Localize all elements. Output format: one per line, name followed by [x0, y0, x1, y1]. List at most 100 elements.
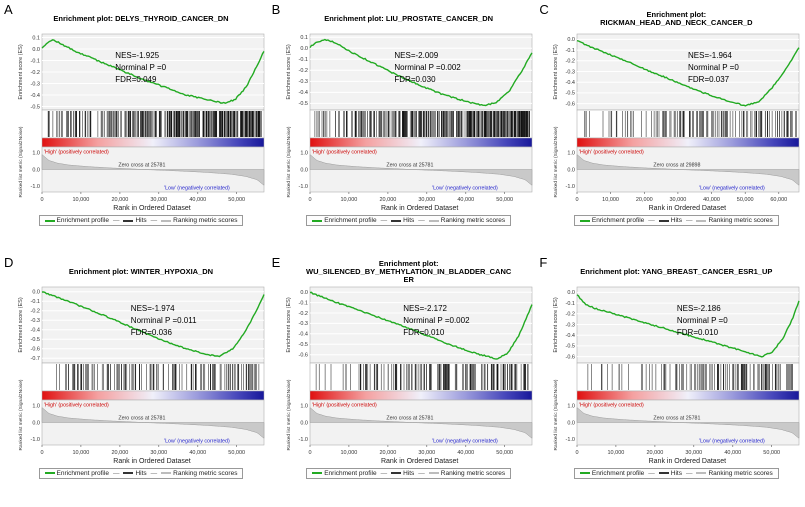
legend-line-sample: [312, 472, 323, 474]
legend-item: Ranking metric scores: [696, 217, 773, 224]
plot-container: Enrichment plot: WINTER_HYPOXIA_DN 0.0 -0.…: [15, 259, 267, 479]
rank-tick-label: 1.0: [300, 151, 308, 157]
legend-line-sample: [428, 472, 439, 474]
es-tick-label: -0.5: [31, 337, 40, 343]
rank-metric-curve: [309, 406, 532, 439]
legend-line-sample: [44, 219, 55, 222]
plot-title: Enrichment plot: WINTER_HYPOXIA_DN: [15, 259, 267, 285]
x-tick-label: 20,000: [647, 450, 664, 456]
legend-separator: —: [648, 469, 655, 477]
panel-letter: D: [4, 254, 14, 270]
legend-item: Hits: [391, 470, 414, 477]
correlation-colorbar: [309, 137, 532, 148]
stat-nes: NES=-2.186: [677, 304, 721, 313]
rank-metric-curve: [577, 153, 800, 186]
rank-metric-axis-label: Ranked list metric (Signal2Noise): [286, 126, 292, 197]
es-tick-label: -0.4: [566, 333, 575, 339]
es-tick-label: 0.0: [300, 290, 308, 296]
es-tick-label: 0.0: [568, 290, 576, 296]
es-tick-label: -0.6: [566, 354, 575, 360]
legend-label: Ranking metric scores: [708, 469, 773, 477]
x-tick-label: 40,000: [189, 197, 206, 203]
low-correlated-label: 'Low' (negatively correlated): [699, 438, 765, 444]
legend-label: Ranking metric scores: [440, 469, 506, 477]
es-axis-label: Enrichment score (ES): [553, 297, 559, 352]
rank-metric-axis-label: Ranked list metric (Signal2Noise): [553, 379, 559, 450]
high-correlated-label: 'High' (positively correlated): [579, 150, 644, 156]
rank-tick-label: 0.0: [300, 167, 308, 173]
es-axis-label: Enrichment score (ES): [18, 297, 24, 352]
plot-title-line: WU_SILENCED_BY_METHYLATION_IN_BLADDER_CA…: [306, 266, 512, 276]
plot-title: Enrichment plot: RICKMAN_HEAD_AND_NECK_CA…: [550, 6, 802, 32]
rank-metric-axis-label: Ranked list metric (Signal2Noise): [286, 379, 292, 450]
stat-fdr: FDR=0.010: [403, 328, 445, 337]
plot-title-line: RICKMAN_HEAD_AND_NECK_CANCER_D: [600, 18, 753, 27]
es-tick-label: -0.1: [566, 48, 575, 54]
high-correlated-label: 'High' (positively correlated): [44, 150, 109, 156]
rank-tick-label: 1.0: [568, 403, 576, 409]
plot-title-line: Enrichment plot: WINTER_HYPOXIA_DN: [68, 266, 214, 276]
rank-tick-label: -1.0: [31, 437, 40, 443]
plot-title: Enrichment plot: LIU_PROSTATE_CANCER_DN: [283, 6, 535, 32]
x-tick-label: 50,000: [496, 197, 513, 203]
legend-item: Hits: [658, 470, 682, 477]
enrichment-score-curve: [576, 293, 800, 358]
es-tick-label: -0.5: [298, 101, 307, 107]
rank-tick-label: 0.0: [568, 420, 576, 426]
es-tick-label: -0.6: [31, 346, 40, 352]
x-axis-label: Rank in Ordered Dataset: [648, 205, 727, 212]
x-tick-label: 50,000: [228, 450, 245, 456]
x-tick-label: 10,000: [608, 450, 625, 456]
legend-label: Enrichment profile: [324, 469, 377, 477]
legend-label: Hits: [670, 217, 682, 224]
plot-title: Enrichment plot: WU_SILENCED_BY_METHYLATI…: [283, 259, 535, 285]
plot-container: Enrichment plot: YANG_BREAST_CANCER_ESR1…: [550, 259, 802, 479]
legend-label: Hits: [135, 217, 147, 224]
enrichment-score-curve: [41, 39, 265, 104]
rank-tick-label: 0.0: [300, 420, 308, 426]
stat-p: Norminal P =0.011: [131, 316, 197, 325]
stat-fdr: FDR=0.049: [115, 75, 157, 84]
x-tick-label: 30,000: [686, 450, 703, 456]
es-tick-label: -0.6: [566, 101, 575, 107]
rank-tick-label: 1.0: [32, 151, 40, 157]
es-tick-label: -0.4: [31, 93, 40, 99]
x-tick-label: 40,000: [457, 197, 474, 203]
legend-line-sample: [658, 472, 669, 474]
rank-tick-label: 0.0: [32, 420, 40, 426]
x-tick-label: 50,000: [496, 450, 513, 456]
legend-label: Hits: [403, 217, 415, 224]
es-tick-label: -0.4: [31, 327, 40, 333]
legend-line-sample: [428, 219, 439, 222]
es-tick-label: -0.5: [566, 343, 575, 349]
es-tick-label: -0.2: [298, 310, 307, 316]
plot-title-line: Enrichment plot:: [646, 10, 707, 19]
x-tick-label: 20,000: [111, 197, 128, 203]
legend-separator: —: [685, 217, 693, 224]
plot-title-line: ER: [403, 274, 414, 284]
stat-fdr: FDR=0.030: [394, 75, 436, 84]
x-tick-label: 60,000: [771, 197, 788, 203]
legend-line-sample: [391, 472, 402, 474]
x-tick-label: 30,000: [670, 197, 687, 203]
es-tick-label: -0.1: [31, 58, 40, 64]
plot-title: Enrichment plot: YANG_BREAST_CANCER_ESR1…: [550, 259, 802, 285]
es-tick-label: -0.5: [31, 104, 40, 110]
plot-title-line: Enrichment plot: DELYS_THYROID_CANCER_DN: [53, 14, 229, 23]
rank-metric-curve: [41, 153, 265, 186]
x-tick-label: 0: [576, 450, 579, 456]
low-correlated-label: 'Low' (negatively correlated): [164, 438, 230, 444]
legend-label: Enrichment profile: [591, 217, 645, 224]
legend-item: Enrichment profile: [44, 217, 109, 224]
legend-label: Enrichment profile: [591, 469, 645, 477]
high-correlated-label: 'High' (positively correlated): [579, 402, 644, 408]
legend-item: Ranking metric scores: [428, 469, 506, 477]
x-tick-label: 0: [576, 197, 579, 203]
es-plot-area: [309, 286, 532, 363]
x-tick-label: 0: [40, 450, 43, 456]
x-tick-label: 30,000: [418, 197, 435, 203]
gsea-chart: 0.0 -0.1 -0.2 -0.3 -0.4 -0.5 -0.6 NES=-2.172 Nor…: [286, 286, 533, 456]
legend-item: Ranking metric scores: [161, 470, 237, 477]
x-tick-label: 40,000: [457, 450, 474, 456]
es-tick-label: -0.4: [298, 90, 307, 96]
